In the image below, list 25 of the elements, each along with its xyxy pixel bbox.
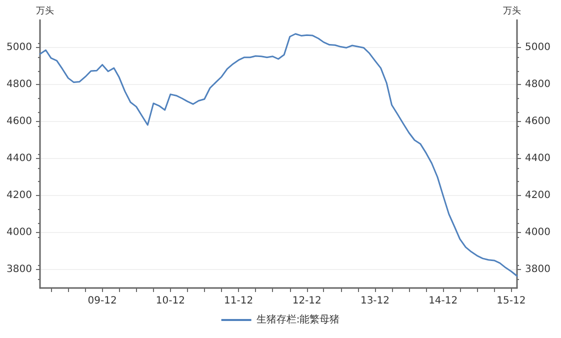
y-tick-label: 4600 [6,116,32,128]
x-tick-label: 14-12 [428,296,458,306]
y2-tick-label: 5000 [525,42,550,54]
x-tick-label: 13-12 [360,296,390,306]
x-tick-label: 10-12 [156,296,185,306]
y-tick-label: 5000 [6,42,32,54]
y2-axis-title: 万头 [503,6,521,16]
y-axis-title: 万头 [36,6,54,16]
y-tick-label: 3800 [6,264,32,276]
y2-tick-label: 4200 [525,190,550,202]
x-tick-label: 12-12 [292,296,322,306]
legend-label: 生猪存栏:能繁母猪 [256,314,340,326]
x-tick-label: 09-12 [88,296,117,306]
y-tick-label: 4200 [6,190,32,202]
y2-tick-label: 4400 [525,153,550,164]
y2-tick-label: 4000 [525,227,550,238]
y2-tick-label: 3800 [525,264,550,276]
y-tick-label: 4400 [6,153,32,164]
y-tick-label: 4000 [6,227,32,238]
y2-tick-label: 4600 [525,116,550,128]
x-tick-label: 15-12 [496,296,526,306]
y2-tick-label: 4800 [525,79,550,90]
line-series [39,33,518,277]
y-tick-label: 4800 [6,79,32,90]
x-tick-label: 11-12 [224,296,254,306]
